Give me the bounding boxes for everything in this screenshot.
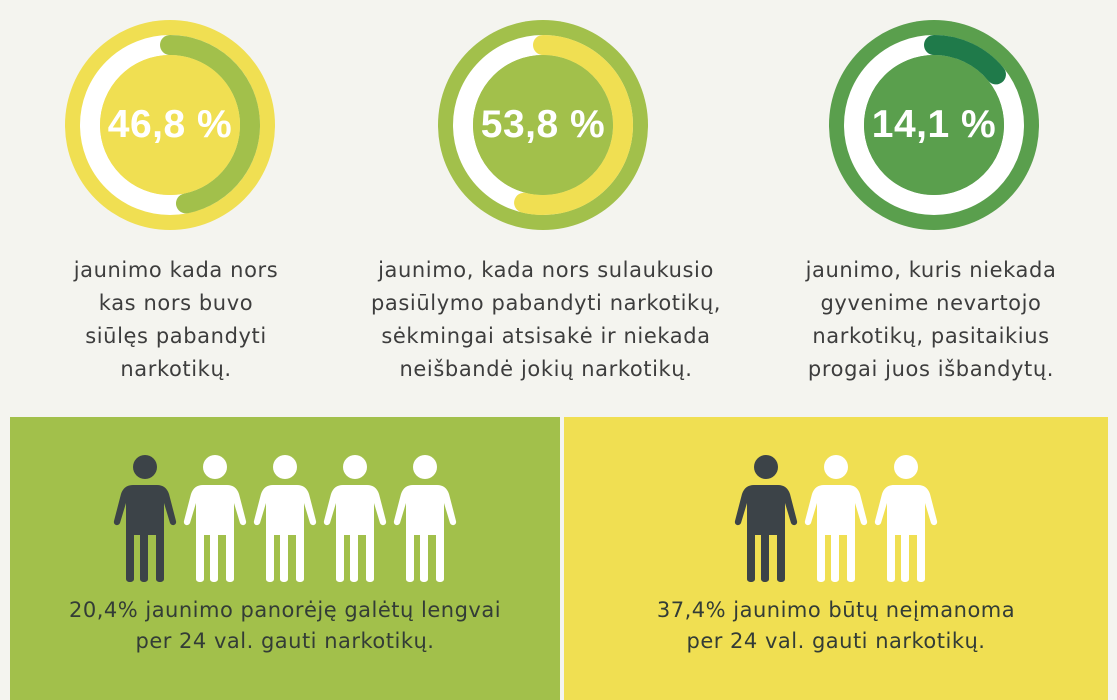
- donut-inner-1: [100, 55, 240, 195]
- caption-line: jaunimo kada nors: [73, 258, 279, 282]
- caption-line: gyvenime nevartojo: [820, 291, 1042, 315]
- caption-line: kas nors buvo: [98, 291, 254, 315]
- donut-ring-1: 46,8 %: [65, 20, 275, 230]
- stat-caption-2: jaunimo, kada nors sulaukusio pasiūlymo …: [360, 254, 732, 386]
- donut-ring-3: 14,1 %: [829, 20, 1039, 230]
- people-row: [10, 455, 560, 583]
- caption-line: progai juos išbandytų.: [807, 357, 1055, 381]
- person-icon: [253, 455, 317, 582]
- panel-availability-impossible: 37,4% jaunimo būtų neįmanoma per 24 val.…: [564, 417, 1108, 700]
- person-icon: [393, 455, 457, 582]
- people-row: [564, 455, 1108, 583]
- donut-inner-3: [864, 55, 1004, 195]
- person-icon: [183, 455, 247, 582]
- donut-svg-1: [65, 20, 275, 230]
- person-icon: [323, 455, 387, 582]
- donut-svg-2: [438, 20, 648, 230]
- caption-line: neišbandė jokių narkotikų.: [399, 357, 693, 381]
- panel-text-line: per 24 val. gauti narkotikų.: [686, 629, 986, 653]
- stat-caption-3: jaunimo, kuris niekada gyvenime nevartoj…: [745, 254, 1117, 386]
- panel-text-line: per 24 val. gauti narkotikų.: [135, 629, 435, 653]
- stat-value-2: 53,8 %: [480, 103, 606, 146]
- donut-inner-2: [473, 55, 613, 195]
- person-icon: [804, 455, 868, 582]
- donut-ring-2: 53,8 %: [438, 20, 648, 230]
- caption-line: narkotikų.: [120, 357, 232, 381]
- donut-arc-1: [160, 35, 261, 214]
- donut-arc-2: [514, 35, 633, 215]
- caption-line: jaunimo, kuris niekada: [805, 258, 1057, 282]
- stat-caption-1: jaunimo kada nors kas nors buvo siūlęs p…: [0, 254, 362, 386]
- panel-text: 20,4% jaunimo panorėję galėtų lengvai pe…: [10, 595, 560, 657]
- caption-line: narkotikų, pasitaikius: [812, 324, 1050, 348]
- caption-line: sėkmingai atsisakė ir niekada: [381, 324, 711, 348]
- person-icon: [874, 455, 938, 582]
- caption-line: siūlęs pabandyti: [85, 324, 267, 348]
- person-icon: [734, 455, 798, 582]
- caption-line: pasiūlymo pabandyti narkotikų,: [370, 291, 722, 315]
- stat-value-1: 46,8 %: [107, 103, 233, 146]
- donut-svg-3: [829, 20, 1039, 230]
- stat-value-3: 14,1 %: [871, 103, 997, 146]
- donut-arc-3: [924, 35, 1006, 85]
- caption-line: jaunimo, kada nors sulaukusio: [378, 258, 714, 282]
- panel-text-line: 37,4% jaunimo būtų neįmanoma: [656, 598, 1016, 622]
- panel-text-line: 20,4% jaunimo panorėję galėtų lengvai: [68, 598, 502, 622]
- panel-text: 37,4% jaunimo būtų neįmanoma per 24 val.…: [564, 595, 1108, 657]
- person-icon: [113, 455, 177, 582]
- panel-availability-easy: 20,4% jaunimo panorėję galėtų lengvai pe…: [10, 417, 560, 700]
